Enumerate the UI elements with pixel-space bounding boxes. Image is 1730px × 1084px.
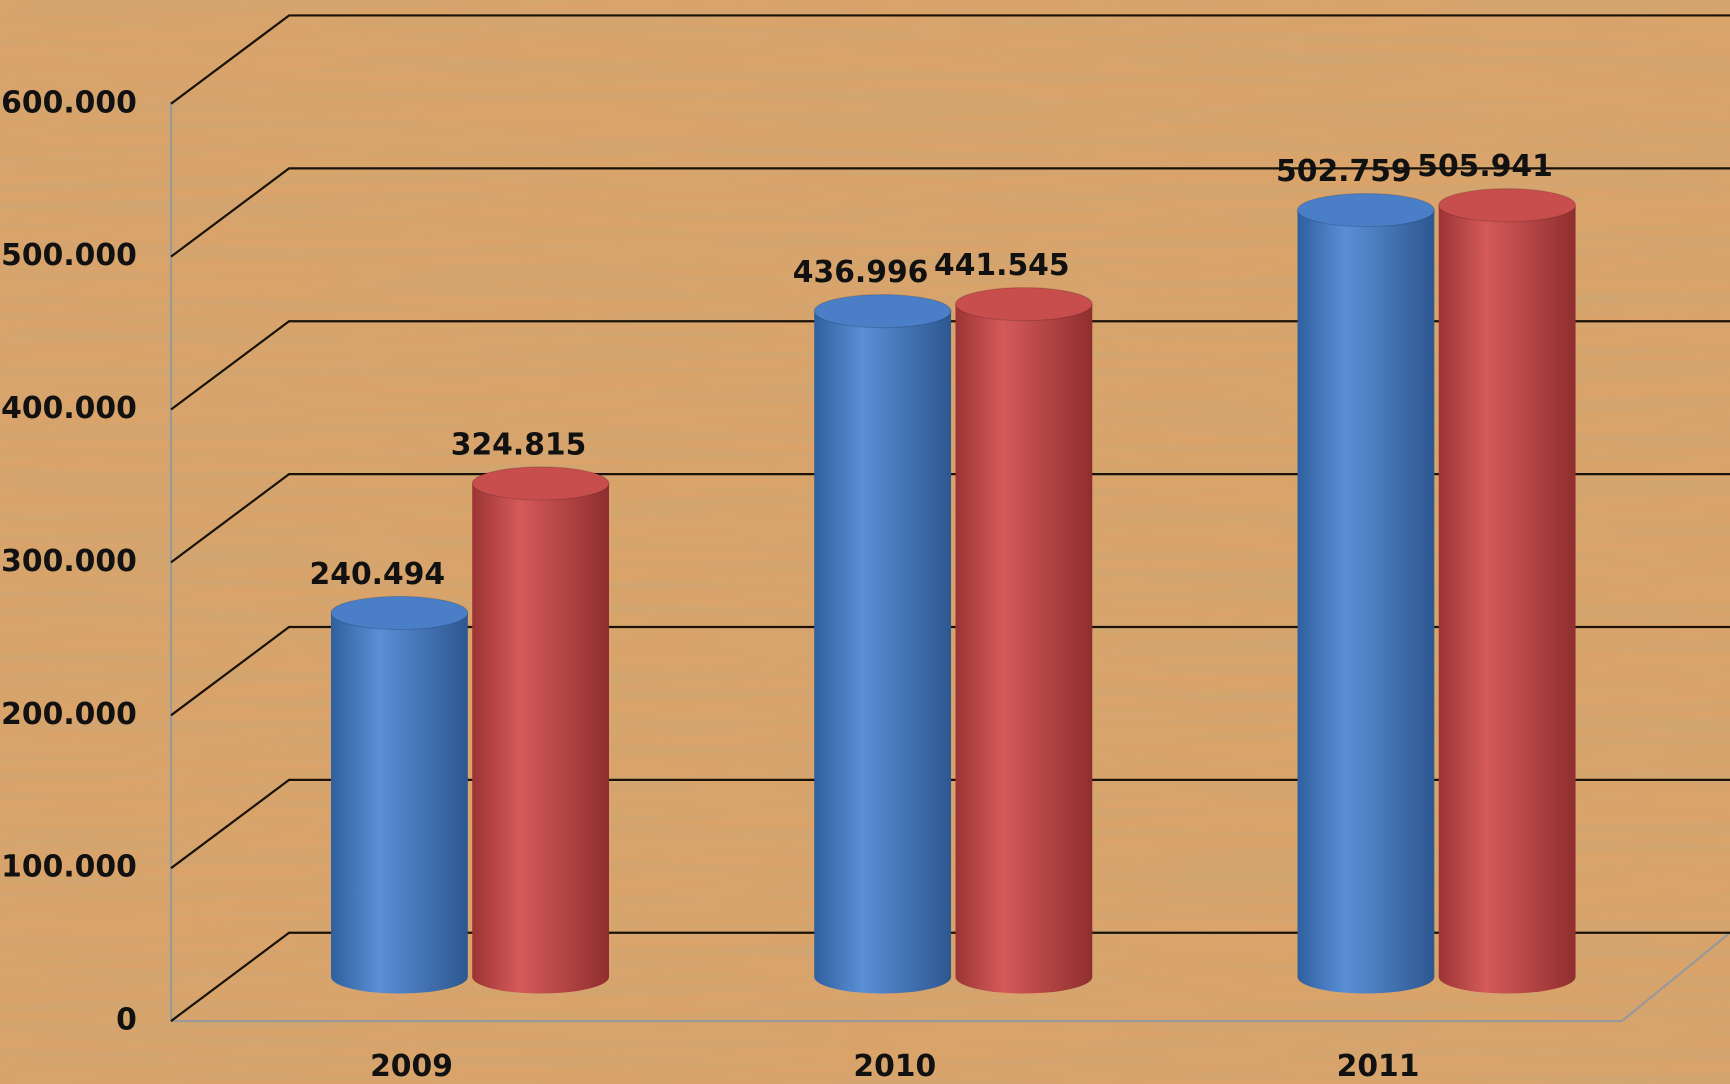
x-tick-label: 2010	[853, 1049, 936, 1084]
bar	[1298, 210, 1435, 977]
y-tick-label: 400.000	[1, 391, 137, 426]
y-tick-label: 500.000	[1, 238, 137, 273]
bar	[814, 311, 951, 977]
bar-top	[1298, 194, 1435, 227]
bar-top	[472, 467, 609, 500]
bar	[955, 304, 1092, 977]
x-tick-label: 2011	[1337, 1049, 1420, 1084]
value-label: 240.494	[310, 557, 446, 592]
value-label: 441.545	[934, 248, 1070, 283]
bar	[331, 613, 468, 977]
chart: 0 100.000 200.000 300.000 400.000 500.000 600.…	[0, 0, 1730, 1084]
bar	[472, 483, 609, 976]
value-label: 505.941	[1417, 149, 1553, 184]
bar-top	[814, 295, 951, 328]
page: 0 100.000 200.000 300.000 400.000 500.000 600.…	[0, 0, 1730, 1084]
y-tick-label: 200.000	[1, 697, 137, 732]
bar	[1439, 205, 1576, 977]
y-tick-label: 300.000	[1, 544, 137, 579]
y-tick-label: 600.000	[1, 85, 137, 120]
value-label: 502.759	[1276, 154, 1412, 189]
bar-top	[955, 288, 1092, 321]
value-label: 324.815	[451, 427, 587, 462]
y-tick-label: 100.000	[1, 850, 137, 885]
x-tick-label: 2009	[370, 1049, 453, 1084]
bar-top	[331, 596, 468, 629]
y-tick-label: 0	[116, 1003, 137, 1038]
bar-top	[1439, 189, 1576, 222]
value-label: 436.996	[793, 255, 929, 290]
